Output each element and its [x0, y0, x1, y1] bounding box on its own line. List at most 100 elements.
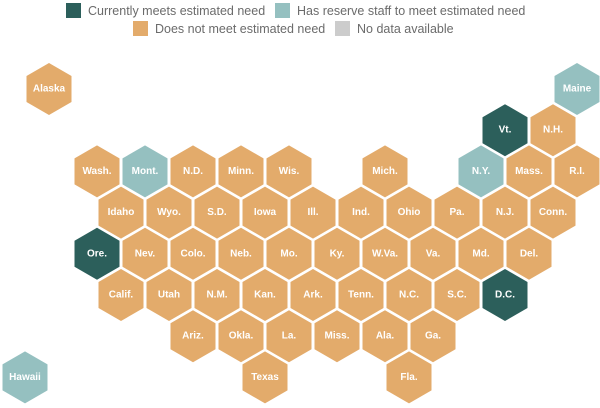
legend-swatch-meets: [66, 3, 81, 18]
hex-shape: [530, 104, 576, 157]
legend-label: Does not meet estimated need: [155, 21, 326, 36]
state-label: Wash.: [82, 166, 111, 177]
hex-shape: [386, 269, 432, 321]
legend-swatch-reserve: [275, 3, 290, 18]
state-label: Ohio: [398, 207, 421, 218]
hex-shape: [170, 310, 216, 363]
hex-shape: [194, 186, 240, 239]
state-label: N.J.: [496, 207, 515, 218]
hex-shape: [26, 63, 72, 115]
state-hex-ala: Ala.: [362, 310, 408, 363]
hex-shape: [146, 186, 192, 239]
state-label: Del.: [520, 248, 539, 259]
hex-shape: [98, 269, 144, 321]
state-hex-mo: Mo.: [266, 227, 312, 280]
state-hex-okla: Okla.: [218, 310, 264, 363]
hex-shape: [338, 186, 384, 239]
hex-shape: [314, 227, 360, 280]
state-label: Va.: [426, 248, 441, 259]
state-hex-ore: Ore.: [74, 227, 120, 280]
hex-shape: [122, 145, 168, 198]
state-label: N.C.: [399, 290, 419, 301]
state-label: Miss.: [324, 331, 349, 342]
state-hex-ill: Ill.: [290, 186, 336, 239]
state-hex-ind: Ind.: [338, 186, 384, 239]
legend-swatch-no-data: [335, 21, 350, 36]
state-label: W.Va.: [372, 248, 398, 259]
state-hex-idaho: Idaho: [98, 186, 144, 239]
state-label: N.D.: [183, 166, 203, 177]
hex-shape: [554, 145, 600, 198]
state-label: D.C.: [495, 290, 515, 301]
hex-shape: [74, 227, 120, 280]
hex-shape: [338, 269, 384, 321]
state-label: Mich.: [372, 166, 398, 177]
state-hex-nd: N.D.: [170, 145, 216, 198]
state-label: Calif.: [109, 290, 134, 301]
hex-shape: [266, 310, 312, 363]
state-label: N.H.: [543, 125, 563, 136]
hex-shape: [506, 145, 552, 198]
state-label: Utah: [158, 290, 180, 301]
state-label: Ind.: [352, 207, 370, 218]
state-hex-ark: Ark.: [290, 269, 336, 321]
state-hex-mass: Mass.: [506, 145, 552, 198]
state-label: Ark.: [303, 290, 323, 301]
state-label: Ariz.: [182, 331, 204, 342]
state-hex-sd: S.D.: [194, 186, 240, 239]
state-label: Idaho: [108, 207, 135, 218]
hex-shape: [218, 227, 264, 280]
state-hex-minn: Minn.: [218, 145, 264, 198]
state-hex-calif: Calif.: [98, 269, 144, 321]
state-label: Wis.: [279, 166, 300, 177]
state-hex-md: Md.: [458, 227, 504, 280]
state-label: Texas: [251, 372, 279, 383]
hex-shape: [2, 351, 48, 404]
state-label: Tenn.: [348, 290, 374, 301]
hex-shape: [362, 310, 408, 363]
state-hex-fla: Fla.: [386, 351, 432, 404]
hex-shape: [458, 227, 504, 280]
state-hex-wyo: Wyo.: [146, 186, 192, 239]
legend-item-meets: Currently meets estimated need: [66, 3, 265, 18]
legend-swatch-not-meet: [133, 21, 148, 36]
state-label: Ky.: [330, 248, 345, 259]
hex-shape: [218, 145, 264, 198]
hex-shape: [242, 351, 288, 404]
state-label: Hawaii: [9, 372, 41, 383]
legend-label: Currently meets estimated need: [88, 3, 266, 18]
state-label: Wyo.: [157, 207, 181, 218]
state-label: Okla.: [229, 331, 254, 342]
hex-shape: [482, 269, 528, 321]
state-hex-pa: Pa.: [434, 186, 480, 239]
state-hex-nj: N.J.: [482, 186, 528, 239]
hex-shape: [290, 269, 336, 321]
state-label: Pa.: [449, 207, 464, 218]
hex-shape: [362, 227, 408, 280]
hex-shape: [122, 227, 168, 280]
state-label: Minn.: [228, 166, 254, 177]
state-hex-texas: Texas: [242, 351, 288, 404]
state-label: La.: [282, 331, 297, 342]
state-hex-ohio: Ohio: [386, 186, 432, 239]
state-hex-mont: Mont.: [122, 145, 168, 198]
state-label: R.I.: [569, 166, 585, 177]
hex-shape: [266, 145, 312, 198]
state-label: S.D.: [207, 207, 227, 218]
state-hex-ri: R.I.: [554, 145, 600, 198]
state-hex-ga: Ga.: [410, 310, 456, 363]
hex-shape: [98, 186, 144, 239]
state-hex-maine: Maine: [554, 63, 600, 115]
state-hex-conn: Conn.: [530, 186, 576, 239]
state-label: Ore.: [87, 248, 107, 259]
hex-shape: [314, 310, 360, 363]
state-hex-nh: N.H.: [530, 104, 576, 157]
state-hex-mich: Mich.: [362, 145, 408, 198]
state-hex-neb: Neb.: [218, 227, 264, 280]
state-hex-del: Del.: [506, 227, 552, 280]
hex-shape: [410, 227, 456, 280]
hex-shape: [434, 269, 480, 321]
state-label: Nev.: [135, 248, 156, 259]
state-hex-ky: Ky.: [314, 227, 360, 280]
state-hex-ny: N.Y.: [458, 145, 504, 198]
